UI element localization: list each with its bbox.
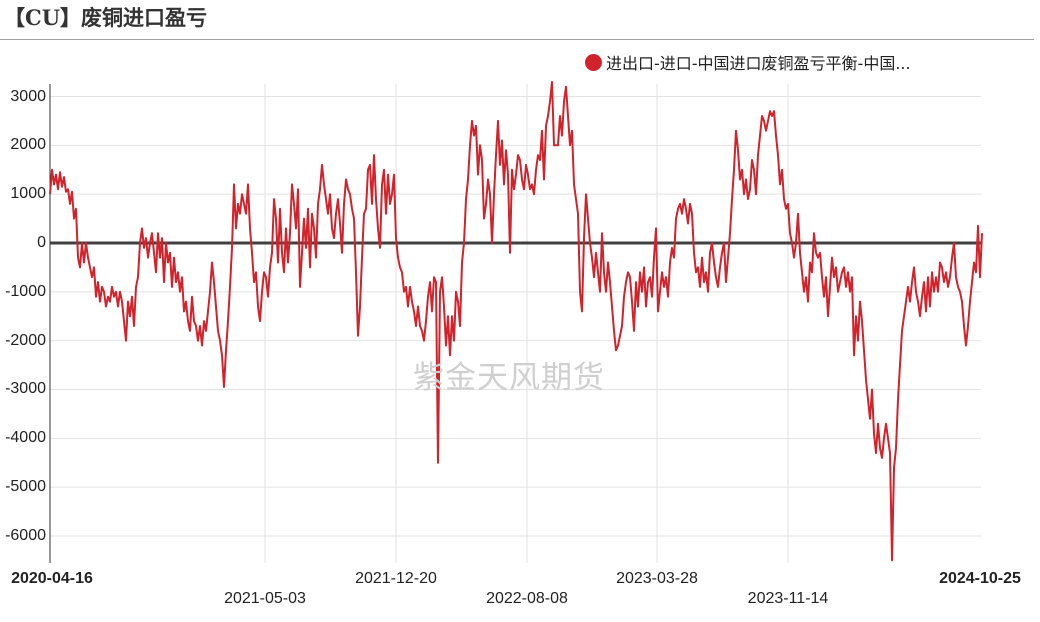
y-tick-label: 0: [37, 234, 46, 251]
legend-marker-icon: [585, 53, 602, 71]
x-tick-label: 2023-11-14: [747, 590, 829, 607]
x-tick-label: 2020-04-16: [11, 570, 93, 587]
legend[interactable]: 进出口-进口-中国进口废铜盈亏平衡-中国...: [585, 50, 911, 74]
y-tick-label: 1000: [10, 185, 46, 203]
chart-title: 【CU】废铜进口盈亏: [4, 5, 208, 30]
x-tick-label: 2024-10-25: [939, 570, 1021, 587]
gridlines: [50, 84, 981, 563]
legend-label: 进出口-进口-中国进口废铜盈亏平衡-中国...: [606, 54, 911, 73]
y-tick-label: -1000: [5, 282, 46, 300]
y-tick-label: 2000: [10, 136, 46, 154]
x-tick-label: 2021-12-20: [355, 570, 437, 587]
y-tick-label: -3000: [5, 380, 46, 398]
x-tick-label: 2022-08-08: [486, 590, 568, 607]
y-tick-label: -2000: [5, 331, 46, 349]
watermark: 紫金天风期货: [413, 360, 605, 396]
y-tick-label: -5000: [5, 478, 46, 496]
y-tick-label: -4000: [5, 429, 46, 447]
title-divider: [0, 39, 1034, 40]
series-line: [49, 80, 983, 562]
x-tick-label: 2021-05-03: [224, 590, 306, 607]
y-tick-label: -6000: [5, 526, 46, 544]
y-tick-label: 3000: [10, 87, 46, 105]
x-tick-label: 2023-03-28: [616, 570, 698, 587]
